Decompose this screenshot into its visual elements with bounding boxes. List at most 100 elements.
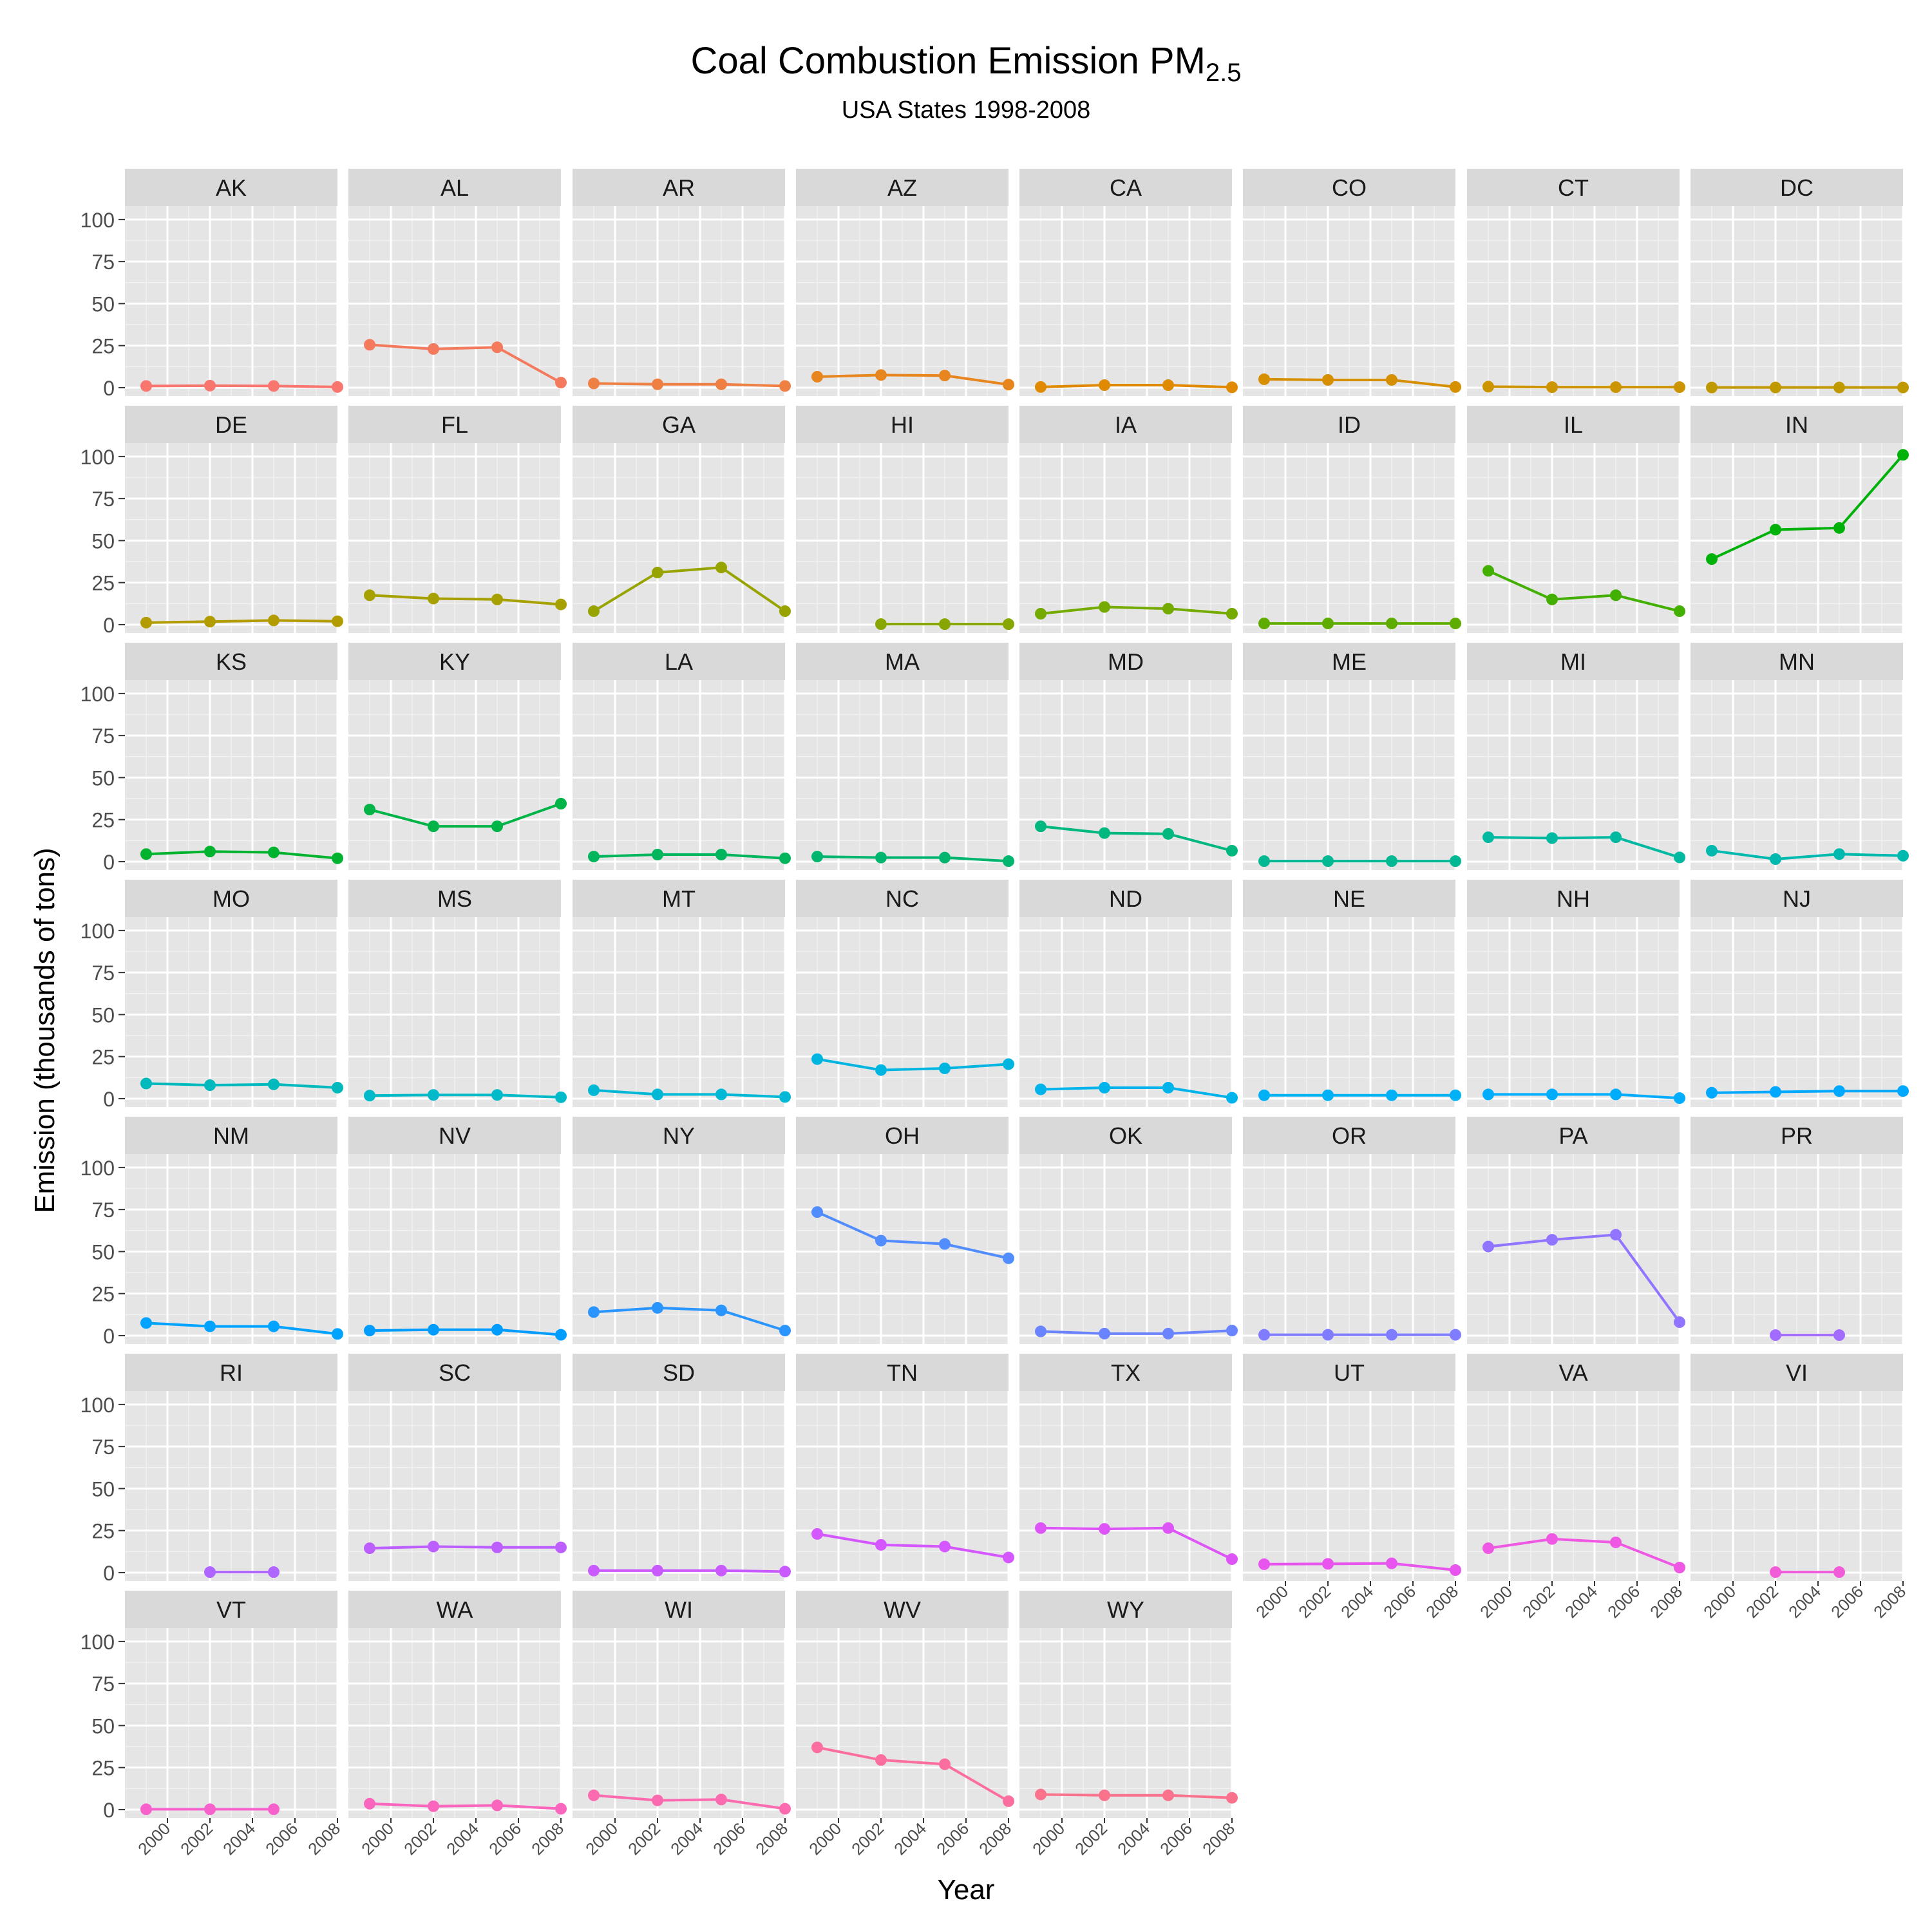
facet-panel-nh: NH [1467, 880, 1685, 1107]
y-tick-label: 0 [103, 1799, 115, 1822]
data-point [1258, 618, 1270, 630]
data-point [1099, 1081, 1110, 1094]
data-point [364, 589, 375, 601]
facet-strip-label: SC [439, 1359, 471, 1386]
facet-panel-wv: WV 2000 2002 2004 2006 2008 [796, 1591, 1015, 1859]
data-point [939, 618, 951, 630]
facet-panel-il: IL [1467, 406, 1685, 633]
x-tick-label: 2008 [1422, 1582, 1462, 1622]
data-point [1450, 855, 1461, 867]
data-point [1003, 1252, 1014, 1264]
data-point [875, 369, 887, 381]
facet-panel-pa: PA [1467, 1117, 1685, 1344]
x-tick-label: 2002 [1519, 1582, 1558, 1622]
data-point [1770, 1086, 1781, 1098]
facet-strip [796, 643, 1009, 680]
data-point [491, 1323, 503, 1336]
data-point [491, 820, 503, 833]
facet-strip-label: SD [663, 1359, 695, 1386]
data-point [268, 846, 279, 858]
data-point [1226, 607, 1238, 620]
y-tick-label: 25 [91, 1046, 115, 1069]
data-point [1035, 820, 1046, 833]
facet-strip [573, 880, 785, 917]
facet-strip [796, 880, 1009, 917]
data-point [652, 1564, 663, 1577]
data-point [1770, 524, 1781, 536]
data-point [555, 377, 567, 389]
series-line-mt [593, 1088, 786, 1099]
data-point [1258, 1089, 1270, 1101]
facet-strip-label: AZ [887, 175, 917, 201]
data-point [1546, 1533, 1558, 1545]
data-point [1482, 1088, 1494, 1101]
data-point [779, 852, 791, 864]
data-point [1833, 848, 1845, 860]
facet-strip [125, 1591, 337, 1628]
y-tick-label: 0 [103, 377, 115, 400]
series-line-tn [817, 1532, 1009, 1559]
facet-strip [1467, 1354, 1680, 1391]
x-tick-label: 2004 [1337, 1582, 1377, 1622]
series-line-nj [1711, 1090, 1903, 1094]
facet-strip-label: OH [885, 1122, 920, 1149]
facet-panel-vi: VI 2000 2002 2004 2006 2008 [1690, 1354, 1909, 1622]
data-point [1770, 1566, 1781, 1578]
series-line-az [817, 374, 1009, 386]
facet-panel-ma: MA [796, 643, 1014, 870]
facet-strip [125, 1117, 337, 1154]
series-line-va [1488, 1537, 1680, 1569]
data-point [268, 1320, 279, 1332]
facet-panel-or: OR [1243, 1117, 1461, 1344]
data-point [1833, 522, 1845, 534]
facet-panel-wi: WI 2000 2002 2004 2006 2008 [573, 1591, 791, 1859]
chart-subtitle: USA States 1998-2008 [841, 97, 1091, 124]
x-tick-label: 2002 [1294, 1582, 1334, 1622]
x-tick-label: 2008 [1198, 1819, 1238, 1859]
facet-panel-mi: MI [1467, 643, 1685, 870]
y-tick-label: 100 [80, 209, 115, 232]
facet-strip [573, 643, 785, 680]
y-tick-label: 50 [91, 1003, 115, 1027]
facet-strip-label: MA [885, 649, 920, 675]
data-point [1386, 1557, 1397, 1569]
facet-strip [573, 406, 785, 443]
facet-strip [1019, 1354, 1232, 1391]
facet-panel-dc: DC [1690, 169, 1909, 396]
data-point [1897, 1085, 1909, 1097]
data-point [204, 1079, 216, 1092]
data-point [364, 1542, 375, 1555]
data-point [588, 1789, 600, 1801]
facet-panel-mo: MO 0 25 50 75 100 [80, 880, 343, 1111]
data-point [1482, 381, 1494, 393]
facet-strip-label: GA [662, 412, 696, 438]
facet-strip-label: KY [439, 649, 470, 675]
x-tick-label: 2002 [848, 1819, 887, 1859]
data-point [1035, 1788, 1046, 1801]
facet-strip-label: ID [1338, 412, 1361, 438]
y-tick-label: 25 [91, 335, 115, 358]
data-point [140, 380, 152, 392]
facet-strip-label: CA [1110, 175, 1142, 201]
data-point [1706, 381, 1718, 393]
facet-panel-hi: HI [796, 406, 1014, 633]
data-point [1833, 1566, 1845, 1578]
data-point [1386, 855, 1397, 867]
series-line-mo [146, 1082, 338, 1089]
data-point [1162, 828, 1174, 840]
data-point [875, 851, 887, 864]
facet-strip-label: IN [1785, 412, 1808, 438]
facet-strip [1690, 1117, 1903, 1154]
facet-strip [1690, 169, 1903, 206]
data-point [491, 1541, 503, 1553]
facet-strip [348, 1117, 561, 1154]
data-point [715, 1564, 727, 1577]
x-tick-label: 2008 [304, 1819, 344, 1859]
facet-strip-label: RI [220, 1359, 243, 1386]
data-point [364, 1090, 375, 1102]
data-point [491, 1799, 503, 1812]
series-line-wa [369, 1802, 562, 1810]
series-line-nm [146, 1321, 338, 1336]
data-point [1674, 1092, 1685, 1104]
data-point [1258, 1329, 1270, 1341]
